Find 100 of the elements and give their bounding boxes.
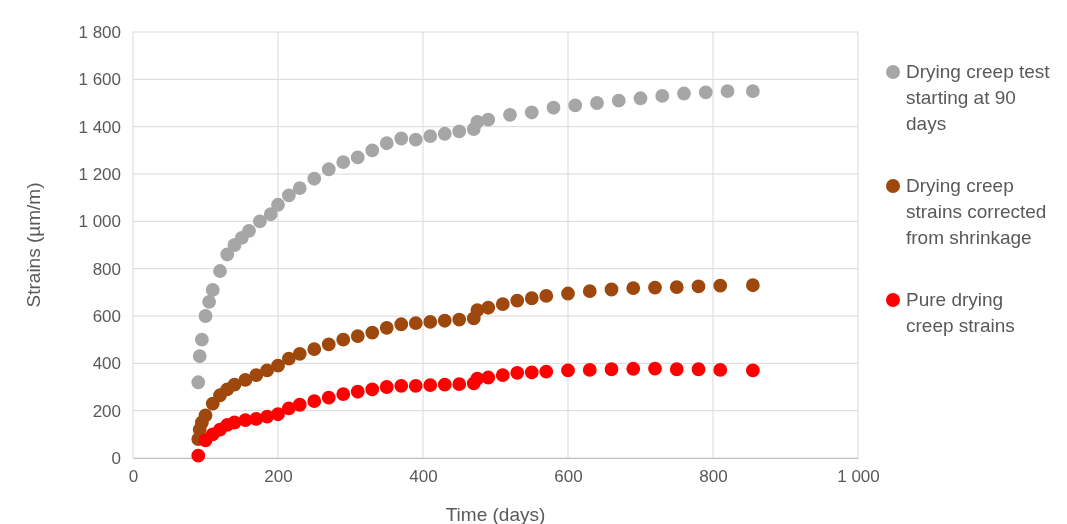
x-tick-label: 0 <box>128 467 139 487</box>
point <box>394 131 409 146</box>
point <box>590 96 604 110</box>
point <box>249 412 264 426</box>
point <box>281 351 296 366</box>
point <box>260 363 275 378</box>
point <box>307 171 322 186</box>
x-tick-label: 600 <box>554 467 583 487</box>
point <box>408 132 423 147</box>
point <box>336 387 351 401</box>
y-tick-label: 1 600 <box>78 70 121 90</box>
point <box>238 373 253 387</box>
point <box>227 377 242 392</box>
point <box>510 293 525 308</box>
point <box>394 378 409 393</box>
point <box>350 329 365 344</box>
point <box>408 378 423 393</box>
x-tick-label: 400 <box>409 467 438 487</box>
y-tick-label: 400 <box>92 354 121 374</box>
point <box>437 313 452 328</box>
point <box>437 377 452 392</box>
point <box>281 401 296 416</box>
point <box>321 162 336 177</box>
legend-label: Drying creep test starting at 90 days <box>906 61 1051 134</box>
point <box>292 181 307 196</box>
point <box>191 448 206 463</box>
point <box>205 283 220 297</box>
point <box>713 278 728 293</box>
point <box>568 98 583 113</box>
point <box>626 281 641 295</box>
point <box>307 342 322 357</box>
y-tick-label: 1 000 <box>78 212 121 232</box>
point <box>648 280 662 295</box>
point <box>242 223 256 238</box>
point <box>336 332 351 347</box>
point <box>481 370 496 385</box>
y-tick-label: 600 <box>92 306 121 326</box>
point <box>698 85 713 100</box>
point <box>192 349 207 364</box>
point <box>321 337 336 352</box>
point <box>365 382 380 397</box>
point <box>626 361 641 376</box>
point <box>350 150 365 165</box>
point <box>524 365 539 380</box>
point <box>481 300 496 315</box>
point <box>452 124 467 139</box>
point <box>713 363 728 377</box>
point <box>745 84 760 99</box>
point <box>379 320 394 335</box>
y-tick-label: 1 400 <box>78 117 121 137</box>
point <box>292 397 307 412</box>
point <box>582 284 597 299</box>
point <box>423 315 438 329</box>
point <box>495 368 510 383</box>
point <box>539 364 554 379</box>
point <box>452 312 467 327</box>
point <box>365 143 380 158</box>
point <box>524 291 539 306</box>
point <box>213 264 227 278</box>
point <box>379 380 394 394</box>
point <box>191 375 206 390</box>
point <box>582 363 597 377</box>
y-axis-title: Strains (µm/m) <box>23 182 44 308</box>
point <box>321 390 336 405</box>
point <box>633 91 648 106</box>
x-tick-label: 1 000 <box>837 467 880 487</box>
point <box>611 93 626 108</box>
point <box>720 84 735 99</box>
point <box>350 384 365 399</box>
point <box>510 365 525 380</box>
y-tick-label: 1 800 <box>78 22 121 42</box>
point <box>524 105 539 120</box>
point <box>408 316 423 330</box>
point <box>669 280 684 295</box>
point <box>561 363 575 378</box>
point <box>194 332 209 347</box>
point <box>648 361 662 376</box>
x-tick-label: 800 <box>699 467 728 487</box>
point <box>669 362 684 377</box>
point <box>202 294 217 309</box>
y-tick-label: 0 <box>111 448 121 468</box>
x-tick-label: 200 <box>264 467 293 487</box>
point <box>503 107 517 122</box>
point <box>423 129 438 144</box>
legend-label: Pure drying creep strains <box>906 289 1015 336</box>
point <box>604 282 619 297</box>
point <box>220 247 235 262</box>
y-tick-label: 800 <box>92 259 121 279</box>
point <box>481 112 496 127</box>
point <box>677 86 691 101</box>
point <box>271 407 285 422</box>
point <box>495 297 510 312</box>
point <box>604 362 619 377</box>
point <box>745 278 760 293</box>
point <box>423 378 438 392</box>
point <box>546 100 561 115</box>
point <box>437 126 452 141</box>
point <box>249 368 264 383</box>
point <box>365 325 380 340</box>
point <box>307 394 322 409</box>
